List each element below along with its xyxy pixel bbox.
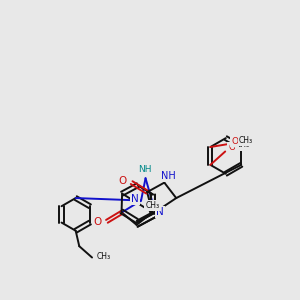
- Text: N: N: [131, 194, 138, 204]
- Text: CH₃: CH₃: [239, 136, 253, 145]
- Text: NH: NH: [161, 171, 176, 181]
- Text: N: N: [156, 207, 164, 217]
- Text: CH₃: CH₃: [97, 251, 111, 260]
- Text: CH₃: CH₃: [146, 201, 160, 210]
- Text: CH₃: CH₃: [236, 140, 250, 149]
- Text: O: O: [118, 176, 126, 186]
- Text: O: O: [231, 137, 238, 146]
- Text: NH: NH: [138, 165, 152, 174]
- Text: O: O: [93, 217, 101, 227]
- Text: O: O: [228, 143, 235, 152]
